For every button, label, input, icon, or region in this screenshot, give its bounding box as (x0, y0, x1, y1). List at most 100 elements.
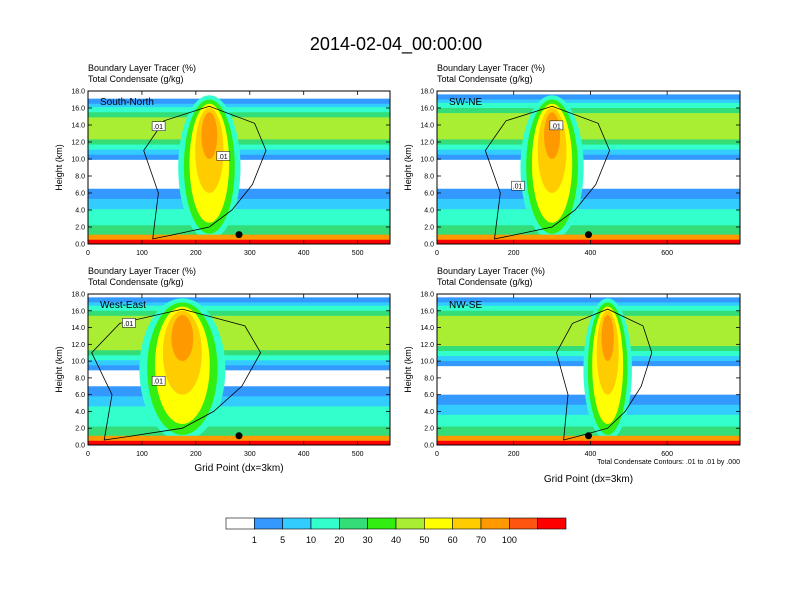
boundary-layer (437, 234, 740, 244)
y-tick-label: 10.0 (420, 359, 434, 366)
x-tick-label: 600 (661, 451, 673, 458)
colorbar-cell (339, 517, 368, 530)
y-axis-label: Height (km) (403, 346, 413, 393)
boundary-layer (88, 440, 390, 445)
contour-label-box (122, 318, 136, 328)
y-tick-label: 10.0 (420, 157, 434, 164)
contour-footnote: Total Condensate Contours: .01 to .01 by… (597, 459, 740, 466)
convective-core (201, 112, 218, 159)
section-label: West-East (100, 300, 146, 311)
contour-label: .01 (218, 154, 228, 161)
y-tick-label: 4.0 (75, 409, 85, 416)
convective-core (544, 112, 561, 159)
y-tick-label: 16.0 (420, 308, 434, 315)
anvil-band (437, 113, 740, 140)
y-tick-label: 14.0 (71, 123, 85, 130)
x-tick-label: 200 (508, 451, 520, 458)
y-tick-label: 6.0 (75, 191, 85, 198)
y-tick-label: 2.0 (424, 426, 434, 433)
panel-title-line1: Boundary Layer Tracer (%) (437, 63, 545, 73)
x-tick-label: 200 (508, 250, 520, 257)
contour-label-box (151, 375, 166, 386)
x-tick-label: 100 (136, 250, 148, 257)
y-tick-label: 0.0 (424, 242, 434, 249)
y-tick-label: 16.0 (71, 308, 85, 315)
contour-label: .01 (153, 379, 163, 386)
y-tick-label: 0.0 (424, 443, 434, 450)
x-tick-label: 300 (244, 250, 256, 257)
boundary-layer (437, 239, 740, 244)
y-axis-label: Height (km) (403, 144, 413, 191)
y-tick-label: 14.0 (71, 325, 85, 332)
colorbar-cell (395, 517, 425, 530)
colorbar-cell (282, 517, 312, 530)
colorbar-label: 60 (448, 535, 458, 545)
y-tick-label: 12.0 (71, 140, 85, 147)
boundary-layer (437, 435, 740, 445)
x-tick-label: 600 (661, 250, 673, 257)
y-tick-label: 18.0 (71, 292, 85, 299)
colorbar-label: 40 (391, 535, 401, 545)
colorbar-label: 5 (280, 535, 285, 545)
panel-west-east: .01 .01 West-East Boundary Layer Tracer (%)… (54, 266, 391, 474)
contour-label-box (151, 121, 166, 131)
y-tick-label: 6.0 (424, 191, 434, 198)
convective-core (601, 314, 614, 362)
clear-air (88, 372, 390, 383)
location-marker (585, 231, 592, 239)
x-tick-label: 0 (435, 451, 439, 458)
y-tick-label: 14.0 (420, 123, 434, 130)
tracer-field (437, 294, 740, 445)
y-tick-label: 6.0 (424, 392, 434, 399)
y-tick-label: 6.0 (75, 392, 85, 399)
x-tick-label: 200 (190, 250, 202, 257)
y-tick-label: 18.0 (420, 89, 434, 96)
colorbar-cell (424, 517, 453, 530)
contour-label: .01 (124, 321, 134, 328)
colorbar-cell (310, 517, 340, 530)
x-axis-label: Grid Point (dx=3km) (194, 463, 283, 474)
anvil-band (88, 117, 390, 140)
convective-core (171, 314, 194, 362)
boundary-layer (88, 234, 390, 244)
x-tick-label: 400 (298, 451, 310, 458)
x-tick-label: 400 (585, 451, 597, 458)
y-axis-label: Height (km) (54, 346, 64, 393)
x-tick-label: 0 (86, 250, 90, 257)
y-tick-label: 12.0 (71, 342, 85, 349)
x-tick-label: 0 (86, 451, 90, 458)
y-tick-label: 8.0 (424, 375, 434, 382)
x-tick-label: 400 (585, 250, 597, 257)
panel-sw-ne: .01 .01 SW-NE Boundary Layer Tracer (%)Tota… (403, 63, 741, 257)
panel-title-line2: Total Condensate (g/kg) (88, 74, 184, 84)
location-marker (235, 432, 243, 440)
x-tick-label: 500 (352, 250, 364, 257)
y-tick-label: 10.0 (71, 157, 85, 164)
plot-frame (87, 90, 391, 245)
y-tick-label: 12.0 (420, 140, 434, 147)
condensate-contour (484, 105, 611, 240)
y-tick-label: 0.0 (75, 443, 85, 450)
colorbar-label: 1 (252, 535, 257, 545)
tracer-field: .01 .01 (88, 294, 390, 445)
plot-frame (436, 293, 741, 446)
panel-title-line1: Boundary Layer Tracer (%) (88, 266, 196, 276)
x-tick-label: 100 (136, 451, 148, 458)
clear-air (437, 161, 740, 186)
boundary-layer (437, 440, 740, 445)
plot-frame (87, 293, 391, 446)
y-tick-label: 16.0 (420, 106, 434, 113)
y-tick-label: 2.0 (75, 426, 85, 433)
colorbar-cell (537, 517, 567, 530)
colorbar-label: 10 (306, 535, 316, 545)
y-tick-label: 18.0 (420, 292, 434, 299)
y-tick-label: 16.0 (71, 106, 85, 113)
condensate-contour (143, 105, 267, 240)
tracer-field: .01 .01 (437, 91, 740, 244)
plot-frame (436, 90, 741, 245)
x-tick-label: 0 (435, 250, 439, 257)
colorbar-cell (367, 517, 397, 530)
contour-label: .01 (551, 123, 561, 130)
